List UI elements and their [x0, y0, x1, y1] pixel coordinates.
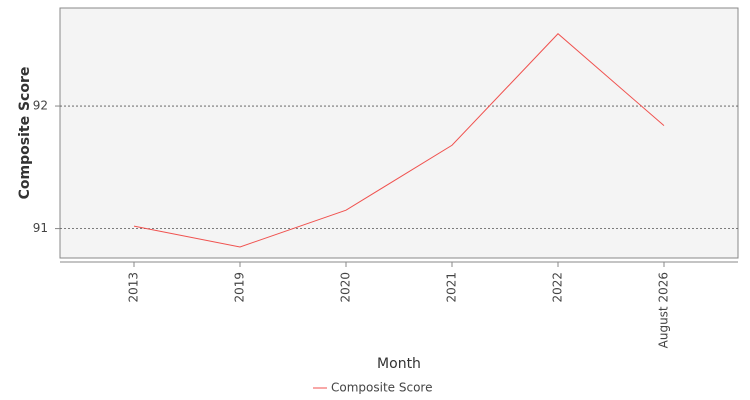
- y-axis-title: Composite Score: [17, 67, 33, 200]
- x-tick-label: 2022: [551, 272, 565, 303]
- legend-label: Composite Score: [331, 381, 432, 395]
- x-tick-label: 2019: [233, 272, 247, 303]
- y-tick-label: 91: [33, 221, 48, 235]
- x-tick-label: August 2026: [657, 272, 671, 348]
- x-axis-title: Month: [377, 356, 421, 372]
- y-tick-label: 92: [33, 99, 48, 113]
- x-tick-label: 2013: [127, 272, 141, 303]
- x-tick-label: 2021: [445, 272, 459, 303]
- x-tick-label: 2020: [339, 272, 353, 303]
- line: [133, 33, 665, 248]
- plot-area: [59, 7, 739, 259]
